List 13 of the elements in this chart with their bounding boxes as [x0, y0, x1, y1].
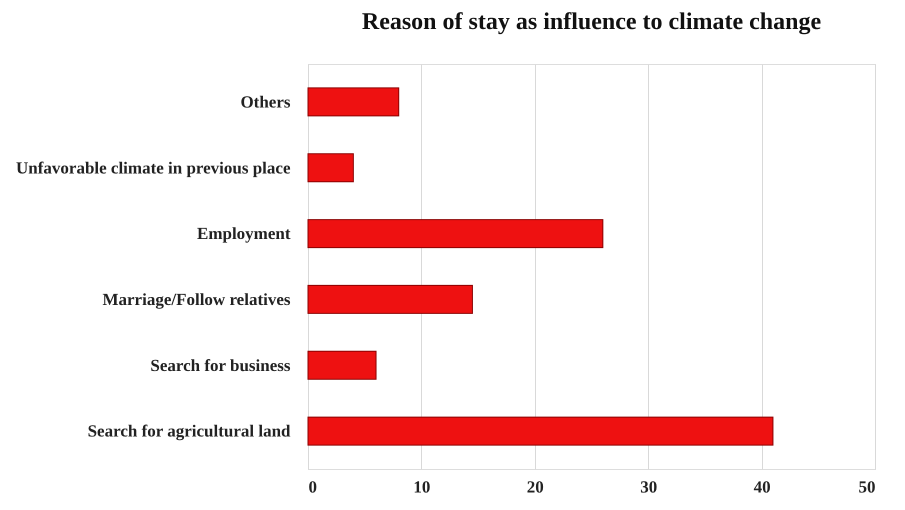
x-tick-label: 0	[308, 478, 317, 496]
y-tick-label: Search for business	[150, 356, 291, 375]
chart-title: Reason of stay as influence to climate change	[362, 9, 822, 35]
x-tick-label: 20	[526, 478, 544, 496]
x-tick-label: 10	[413, 478, 430, 496]
y-tick-label: Employment	[197, 224, 291, 244]
y-tick-label: Others	[240, 92, 291, 112]
y-tick-label: Search for agricultural land	[88, 422, 292, 441]
x-tick-label: 30	[640, 478, 658, 496]
x-tick-label: 50	[858, 478, 876, 496]
y-tick-label: Marriage/Follow relatives	[102, 290, 291, 309]
y-tick-label: Unfavorable climate in previous place	[16, 158, 291, 178]
x-tick-label: 40	[754, 478, 771, 496]
